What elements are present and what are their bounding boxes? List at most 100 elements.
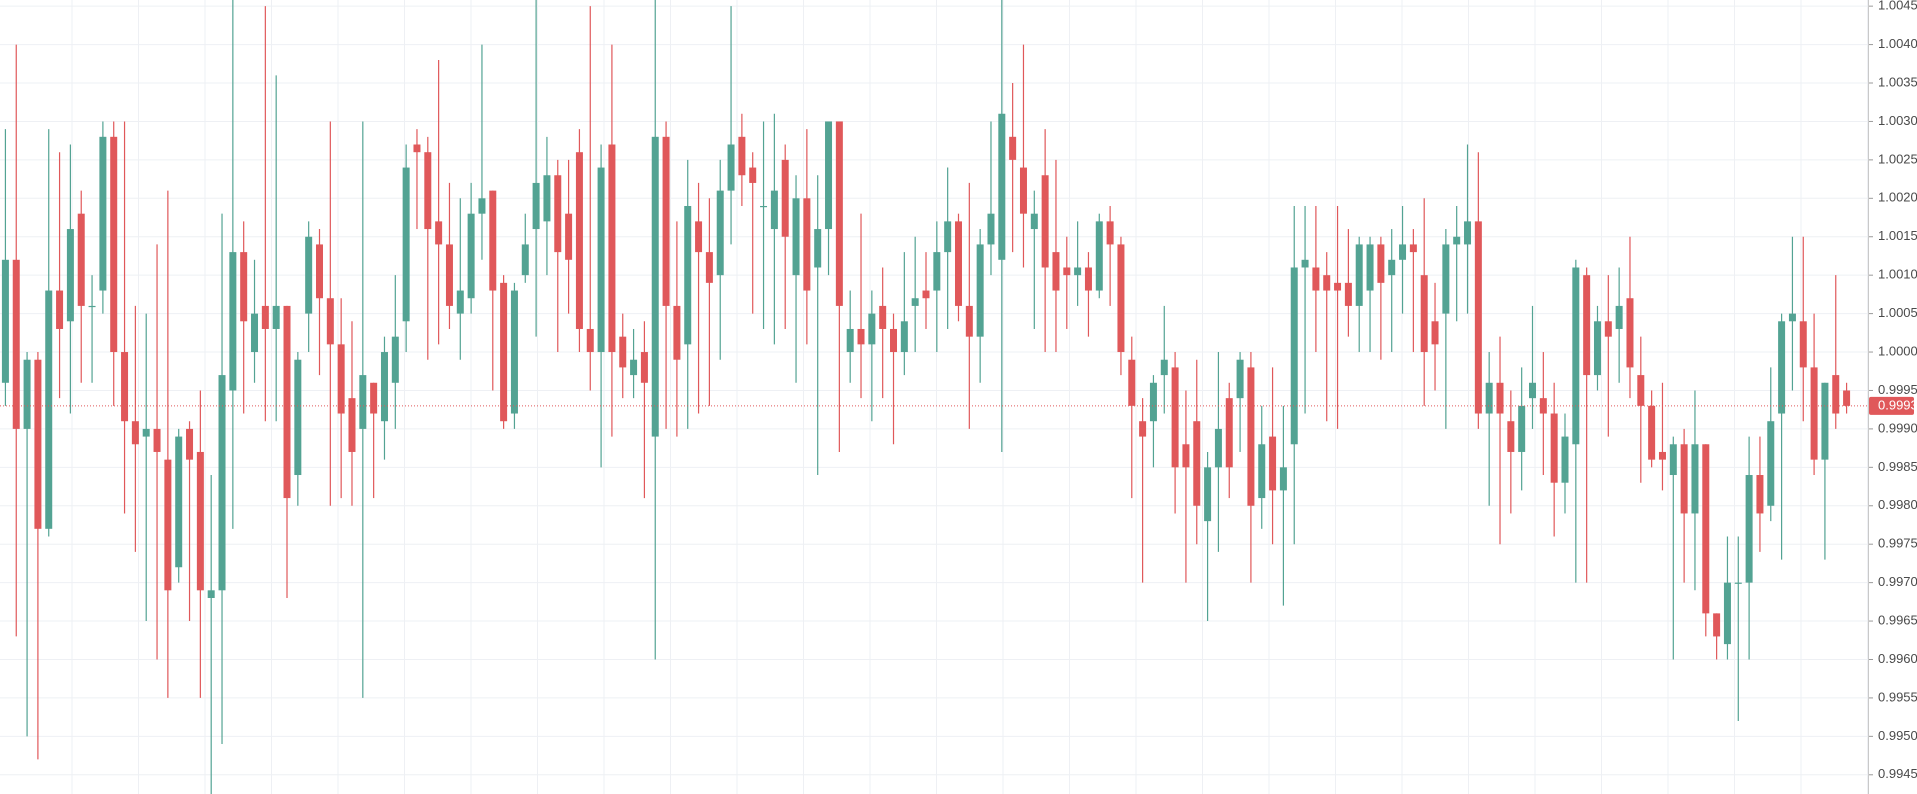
candle-body bbox=[1539, 398, 1547, 414]
candle-body bbox=[1702, 444, 1710, 614]
candle-body bbox=[1030, 213, 1038, 230]
candle-body bbox=[1745, 475, 1753, 583]
candle-body bbox=[1474, 221, 1482, 414]
candle-body bbox=[510, 290, 518, 414]
candle-body bbox=[1691, 444, 1699, 514]
y-tick-label: 1.0015 bbox=[1878, 228, 1917, 243]
candle-body bbox=[12, 259, 20, 429]
candle-body bbox=[218, 375, 226, 591]
candle-body bbox=[727, 144, 735, 191]
candle-body bbox=[900, 321, 908, 353]
candle-body bbox=[673, 305, 681, 360]
candle-body bbox=[1009, 136, 1017, 160]
candle-body bbox=[186, 428, 194, 460]
candle-body bbox=[1604, 321, 1612, 337]
candle-body bbox=[1550, 413, 1558, 483]
candle-body bbox=[835, 121, 843, 306]
candle-body bbox=[738, 136, 746, 176]
candle-body bbox=[1225, 398, 1233, 468]
candle-body bbox=[868, 313, 876, 345]
candle-body bbox=[326, 298, 334, 345]
candle-body bbox=[110, 136, 118, 353]
candle-body bbox=[1269, 436, 1277, 491]
candle-body bbox=[749, 167, 757, 183]
y-tick-label: 1.0020 bbox=[1878, 190, 1917, 205]
y-tick-label: 0.9960 bbox=[1878, 651, 1917, 666]
candle-body bbox=[1442, 244, 1450, 314]
candle-body bbox=[987, 213, 995, 245]
candle-body bbox=[1767, 421, 1775, 506]
candle-body bbox=[1431, 321, 1439, 345]
candle-body bbox=[1117, 244, 1125, 353]
candle-body bbox=[1626, 298, 1634, 368]
candle-body bbox=[435, 221, 443, 245]
candle-body bbox=[814, 229, 822, 268]
candle-body bbox=[1, 259, 9, 383]
candle-body bbox=[879, 305, 887, 329]
candle-body bbox=[1214, 428, 1222, 468]
candle-body bbox=[565, 213, 573, 260]
candle-body bbox=[760, 205, 768, 208]
y-tick-label: 0.9970 bbox=[1878, 574, 1917, 589]
candle-body bbox=[1723, 582, 1731, 645]
candle-body bbox=[1788, 313, 1796, 322]
candle-body bbox=[944, 221, 952, 253]
candle-body bbox=[1193, 421, 1201, 506]
candle-body bbox=[597, 167, 605, 353]
candle-body bbox=[1734, 582, 1742, 584]
candle-body bbox=[1832, 375, 1840, 414]
candle-body bbox=[413, 144, 421, 153]
candle-body bbox=[1637, 375, 1645, 406]
candle-body bbox=[1843, 390, 1851, 406]
y-tick-label: 0.9950 bbox=[1878, 728, 1917, 743]
candle-body bbox=[283, 305, 291, 499]
candle-body bbox=[1204, 467, 1212, 522]
y-tick-label: 0.9975 bbox=[1878, 536, 1917, 551]
candle-body bbox=[1713, 613, 1721, 637]
candle-body bbox=[1160, 359, 1168, 376]
candle-body bbox=[792, 198, 800, 276]
candle-body bbox=[34, 359, 42, 529]
candle-body bbox=[99, 136, 107, 291]
candle-body bbox=[954, 221, 962, 306]
candle-body bbox=[1312, 267, 1320, 291]
candle-body bbox=[662, 136, 670, 306]
y-tick-label: 0.9990 bbox=[1878, 420, 1917, 435]
candle-body bbox=[705, 252, 713, 283]
candle-body bbox=[23, 359, 31, 429]
candle-body bbox=[554, 175, 562, 253]
candle-body bbox=[1583, 275, 1591, 376]
candle-body bbox=[640, 352, 648, 383]
candle-body bbox=[651, 136, 659, 437]
candle-body bbox=[1258, 444, 1266, 499]
candle-body bbox=[1139, 421, 1147, 437]
y-tick-label: 0.9945 bbox=[1878, 766, 1917, 781]
candle-body bbox=[846, 328, 854, 353]
candle-body bbox=[1290, 267, 1298, 445]
candle-body bbox=[825, 121, 833, 230]
candle-body bbox=[207, 590, 215, 598]
candle-body bbox=[608, 144, 616, 353]
candle-body bbox=[1756, 475, 1764, 514]
candle-body bbox=[1593, 321, 1601, 376]
candle-body bbox=[1669, 444, 1677, 476]
candle-body bbox=[456, 290, 464, 314]
candle-body bbox=[965, 305, 973, 337]
candle-body bbox=[1019, 167, 1027, 214]
y-tick-label: 0.9980 bbox=[1878, 497, 1917, 512]
candle-body bbox=[45, 290, 53, 529]
candle-body bbox=[1529, 382, 1537, 399]
candle-body bbox=[543, 175, 551, 222]
candle-body bbox=[1821, 382, 1829, 460]
grid bbox=[0, 0, 1868, 794]
candle-body bbox=[1149, 382, 1157, 422]
candle-body bbox=[1561, 436, 1569, 483]
candle-body bbox=[781, 159, 789, 237]
candle-body bbox=[684, 205, 692, 345]
candle-body bbox=[575, 152, 583, 329]
candle-body bbox=[1366, 244, 1374, 291]
candle-body bbox=[803, 198, 811, 291]
candle-body bbox=[229, 252, 237, 391]
candle-body bbox=[175, 436, 183, 568]
